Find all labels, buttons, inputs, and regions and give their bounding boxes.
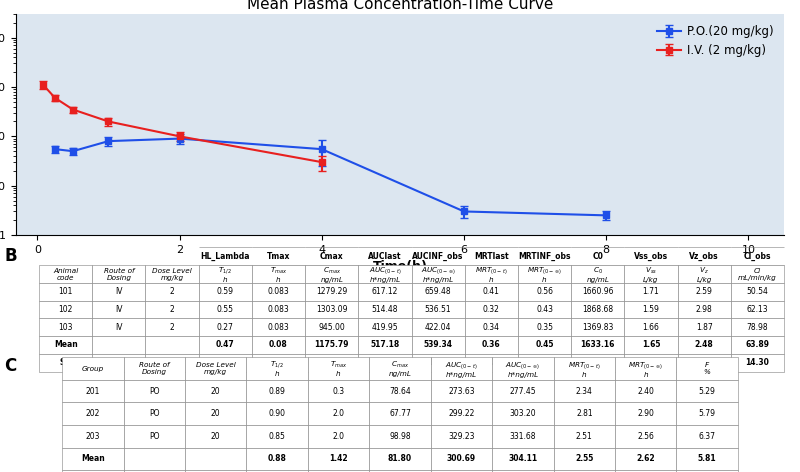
X-axis label: Time(h): Time(h) <box>373 260 427 273</box>
Title: Mean Plasma Concentration-Time Curve: Mean Plasma Concentration-Time Curve <box>247 0 553 12</box>
Legend: P.O.(20 mg/kg), I.V. (2 mg/kg): P.O.(20 mg/kg), I.V. (2 mg/kg) <box>653 20 778 61</box>
Text: C: C <box>5 357 17 375</box>
Text: B: B <box>5 247 17 265</box>
